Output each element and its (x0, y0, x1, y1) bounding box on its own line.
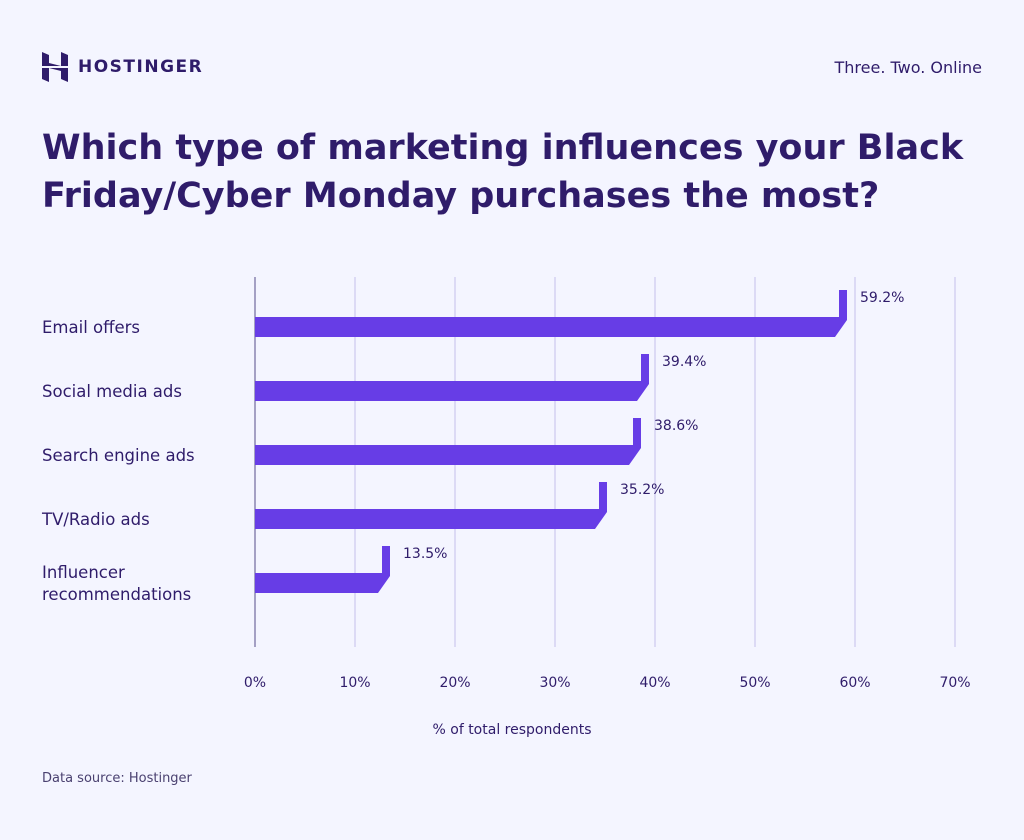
data-label: 59.2% (860, 290, 904, 306)
logo: HOSTINGER (42, 52, 203, 82)
bar (255, 546, 390, 593)
data-label: 39.4% (662, 354, 706, 370)
category-label: Email offers (42, 318, 140, 337)
chart-title: Which type of marketing influences your … (42, 128, 964, 216)
bar (255, 482, 607, 529)
x-tick-label: 40% (639, 675, 670, 691)
hostinger-logo-icon (42, 52, 68, 82)
data-label: 35.2% (620, 482, 664, 498)
data-label: 38.6% (654, 418, 698, 434)
category-label: Influencer (42, 563, 125, 582)
x-tick-label: 30% (539, 675, 570, 691)
category-label: Search engine ads (42, 446, 195, 465)
category-label: recommendations (42, 585, 191, 604)
x-tick-label: 0% (244, 675, 266, 691)
x-tick-label: 50% (739, 675, 770, 691)
bar (255, 290, 847, 337)
x-tick-label: 60% (839, 675, 870, 691)
bar (255, 418, 641, 465)
bar (255, 354, 649, 401)
brand-name: HOSTINGER (78, 57, 204, 77)
x-tick-label: 20% (439, 675, 470, 691)
data-label: 13.5% (403, 546, 447, 562)
x-tick-label: 70% (939, 675, 970, 691)
category-label: TV/Radio ads (41, 510, 150, 529)
tagline: Three. Two. Online (834, 58, 983, 77)
category-label: Social media ads (42, 382, 182, 401)
x-axis-label: % of total respondents (433, 722, 592, 738)
x-tick-label: 10% (339, 675, 370, 691)
data-source: Data source: Hostinger (42, 771, 192, 786)
